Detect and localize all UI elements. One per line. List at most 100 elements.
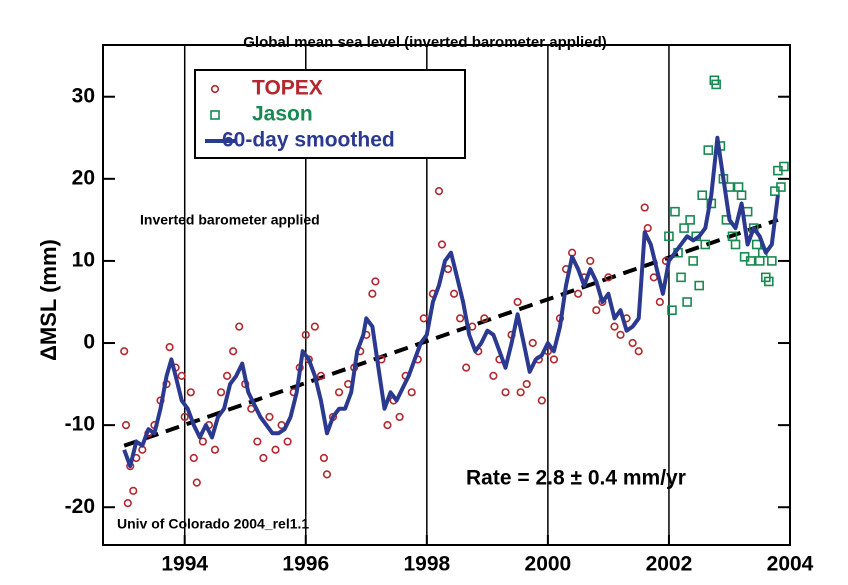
point xyxy=(694,280,705,291)
y-tick-label: -10 xyxy=(65,413,95,436)
point xyxy=(395,412,404,422)
point xyxy=(189,453,198,463)
point xyxy=(697,190,708,201)
point xyxy=(462,363,471,372)
point xyxy=(310,322,319,331)
point xyxy=(501,388,510,397)
point xyxy=(192,478,201,487)
point xyxy=(489,371,498,380)
point xyxy=(736,190,747,201)
point xyxy=(733,182,744,192)
point xyxy=(186,388,195,397)
y-tick-label: 20 xyxy=(72,166,95,189)
point xyxy=(664,231,674,242)
point xyxy=(123,499,132,508)
point xyxy=(667,305,677,315)
point xyxy=(745,256,756,266)
point xyxy=(437,240,447,249)
point xyxy=(537,396,546,405)
point xyxy=(703,145,714,155)
point xyxy=(628,338,637,348)
line xyxy=(122,135,780,469)
legend-swatch xyxy=(210,84,220,94)
point xyxy=(688,256,698,266)
point xyxy=(229,347,238,356)
point xyxy=(265,412,274,422)
legend-label: 60-day smoothed xyxy=(222,129,395,152)
y-axis-label: ΔMSL (mm) xyxy=(36,239,61,361)
point xyxy=(779,161,789,172)
point xyxy=(165,343,174,352)
point xyxy=(120,347,129,356)
point xyxy=(711,79,721,90)
y-tick-label: 0 xyxy=(83,331,95,354)
point xyxy=(643,223,652,233)
point xyxy=(679,223,689,233)
point xyxy=(443,265,453,274)
point xyxy=(574,289,583,298)
point xyxy=(407,388,416,397)
x-tick-label: 1996 xyxy=(282,553,329,576)
point xyxy=(434,187,444,196)
point xyxy=(322,470,332,479)
y-tick-label: 30 xyxy=(72,84,95,107)
point xyxy=(371,277,380,286)
point xyxy=(522,379,531,389)
point xyxy=(235,322,244,331)
point xyxy=(586,256,595,266)
point xyxy=(216,388,226,397)
legend-swatch xyxy=(210,110,220,120)
point xyxy=(480,314,489,323)
legend: TOPEX Jason 60-day smoothed xyxy=(194,69,466,159)
point xyxy=(549,355,559,364)
point xyxy=(198,437,207,446)
point xyxy=(676,272,686,283)
plot-frame xyxy=(102,44,791,546)
point xyxy=(316,371,326,380)
point xyxy=(177,371,186,380)
annotation: Rate = 2.8 ± 0.4 mm/yr xyxy=(466,467,686,490)
point xyxy=(767,256,777,266)
point xyxy=(682,297,692,307)
point xyxy=(754,256,765,266)
point xyxy=(513,297,522,307)
point xyxy=(368,289,377,298)
point xyxy=(283,437,292,446)
x-tick-label: 2004 xyxy=(767,553,814,576)
point xyxy=(121,421,131,430)
point xyxy=(319,453,329,463)
legend-label: TOPEX xyxy=(252,77,323,100)
point xyxy=(271,445,280,454)
point xyxy=(649,273,658,282)
legend-box xyxy=(194,69,466,159)
point xyxy=(456,314,465,323)
point xyxy=(610,322,619,331)
point xyxy=(222,371,232,380)
chart-title: Global mean sea level (inverted baromete… xyxy=(243,34,606,51)
point xyxy=(776,182,786,192)
point xyxy=(634,347,643,356)
point xyxy=(700,239,711,250)
point xyxy=(592,306,601,315)
point xyxy=(528,338,537,348)
point xyxy=(685,215,695,225)
point xyxy=(730,239,741,250)
y-tick-label: 10 xyxy=(72,248,95,271)
point xyxy=(334,388,344,397)
point xyxy=(419,314,428,323)
legend-label: Jason xyxy=(252,103,313,126)
point xyxy=(655,297,664,307)
point xyxy=(301,330,310,339)
point xyxy=(764,276,774,287)
point xyxy=(259,453,268,463)
point xyxy=(616,330,625,339)
x-tick-label: 2002 xyxy=(646,553,693,576)
point xyxy=(516,388,525,397)
point xyxy=(210,445,220,454)
x-tick-label: 2000 xyxy=(525,553,572,576)
annotation: Univ of Colorado 2004_rel1.1 xyxy=(117,516,309,532)
point xyxy=(751,239,762,250)
point xyxy=(383,421,392,430)
y-tick-label: -20 xyxy=(65,495,95,518)
